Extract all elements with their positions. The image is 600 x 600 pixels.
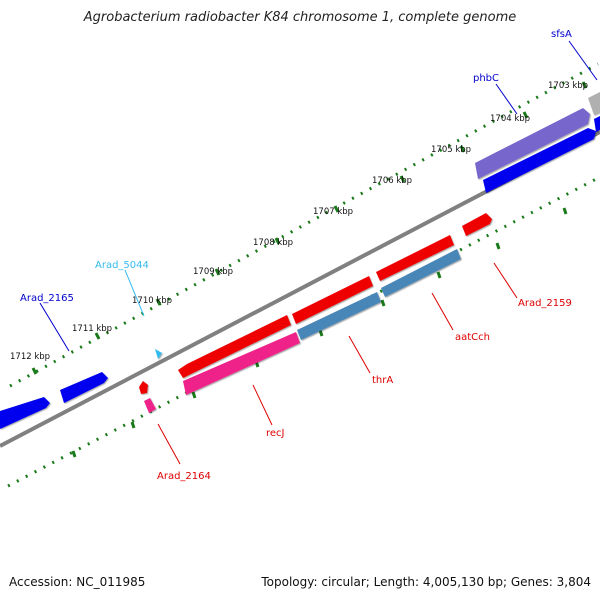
ruler-inner (7, 176, 599, 488)
gene-label-phbC: phbC (473, 73, 499, 84)
ruler-label: 1709 kbp (193, 267, 233, 277)
gene-grey (588, 92, 600, 115)
ruler-labels: 1703 kbp 1704 kbp 1705 kbp 1706 kbp 1707… (10, 81, 588, 362)
gene-labels: sfsA phbC Arad_5044 Arad_2165 Arad_2159 … (20, 29, 572, 482)
ruler-label: 1711 kbp (72, 324, 112, 334)
gene-forward-blue-large (483, 128, 596, 193)
gene-magenta-long (183, 332, 300, 395)
gene-label-Arad_2159: Arad_2159 (518, 298, 572, 309)
genome-summary-text: Topology: circular; Length: 4,005,130 bp… (261, 575, 591, 589)
ruler-label: 1707 kbp (313, 207, 353, 217)
gene-label-sfsA: sfsA (551, 29, 572, 40)
gene-label-aatCch: aatCch (455, 332, 490, 343)
gene-label-thrA: thrA (372, 375, 393, 386)
gene-label-Arad_2164: Arad_2164 (157, 471, 211, 482)
accession-text: Accession: NC_011985 (9, 575, 146, 589)
gene-Arad_5044-cyan (155, 349, 162, 359)
gene-label-Arad_5044: Arad_5044 (95, 260, 149, 271)
gene-Arad_2159-red (462, 213, 492, 236)
ruler-label: 1706 kbp (372, 176, 412, 186)
ruler-label: 1708 kbp (253, 238, 293, 248)
gene-steelblue-2 (381, 249, 461, 297)
gene-Arad_2164-magenta (144, 398, 156, 413)
gene-Arad_2164-red-small (139, 381, 148, 394)
gene-steelblue-1 (297, 292, 381, 340)
ruler-outer (9, 62, 599, 388)
ruler-label: 1705 kbp (431, 145, 471, 155)
ruler-inner-major-ticks (71, 207, 568, 458)
gene-forward-blue-left-1 (0, 397, 50, 429)
ruler-label: 1712 kbp (10, 352, 50, 362)
gene-recJ-red (178, 315, 291, 378)
gene-arrows (0, 92, 600, 429)
label-callouts (39, 40, 598, 465)
ruler-label: 1704 kbp (490, 114, 530, 124)
map-title: Agrobacterium radiobacter K84 chromosome… (83, 10, 517, 25)
gene-forward-blue-left-2 (60, 372, 108, 403)
ruler-major-ticks (31, 81, 588, 375)
gene-phbC-purple (475, 108, 590, 179)
gene-aatCch-red (376, 235, 454, 281)
ruler-label: 1703 kbp (548, 81, 588, 91)
gene-forward-blue-tip (594, 116, 600, 132)
gene-label-recJ: recJ (266, 428, 285, 439)
ruler-label: 1710 kbp (132, 296, 172, 306)
gene-thrA-red (292, 276, 373, 324)
gene-label-Arad_2165: Arad_2165 (20, 293, 74, 304)
